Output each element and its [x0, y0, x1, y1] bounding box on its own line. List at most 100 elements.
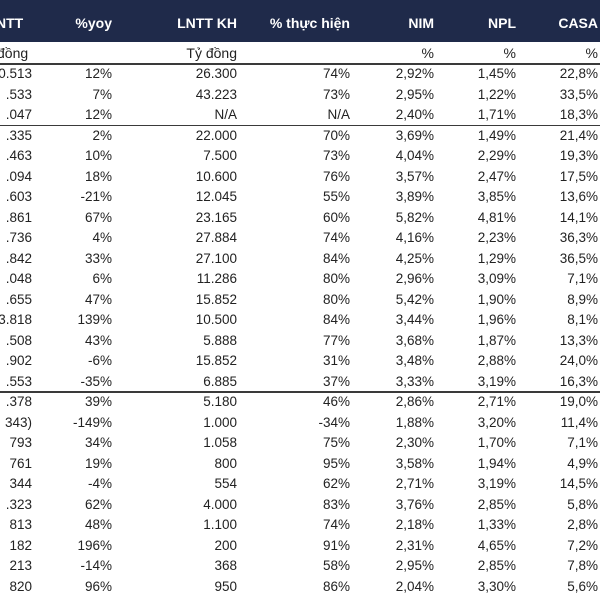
- cell-casa: 7,1%: [567, 271, 598, 286]
- unit-nim: %: [421, 45, 434, 61]
- table-row: 182 196% 200 91% 2,31% 4,65% 7,2%: [0, 536, 600, 557]
- cell-yoy: 18%: [84, 168, 112, 184]
- cell-lntt-kh: 6.885: [203, 373, 237, 389]
- cell-thuc-hien: 46%: [322, 394, 350, 409]
- cell-lntt: .047: [5, 107, 32, 122]
- cell-yoy: 139%: [77, 312, 112, 327]
- cell-lntt: .533: [5, 86, 32, 102]
- table-row: 793 34% 1.058 75% 2,30% 1,70% 7,1%: [0, 433, 600, 454]
- cell-lntt: 182: [9, 537, 32, 553]
- cell-nim: 2,31%: [395, 537, 434, 553]
- cell-thuc-hien: 74%: [322, 66, 350, 81]
- cell-lntt: 344: [9, 476, 32, 491]
- cell-thuc-hien: 84%: [322, 250, 350, 266]
- cell-nim: 3,76%: [395, 496, 434, 512]
- cell-casa: 11,4%: [560, 414, 598, 430]
- cell-lntt: 793: [9, 435, 32, 450]
- cell-nim: 2,95%: [395, 86, 434, 102]
- cell-casa: 2,8%: [567, 517, 598, 532]
- cell-lntt: .655: [5, 291, 32, 307]
- cell-yoy: 7%: [92, 86, 112, 102]
- cell-lntt-kh: 12.045: [195, 189, 237, 204]
- cell-casa: 8,1%: [567, 312, 598, 327]
- cell-casa: 16,3%: [559, 373, 598, 389]
- table-row: .553 -35% 6.885 37% 3,33% 3,19% 16,3%: [0, 372, 600, 393]
- group-divider: [0, 391, 600, 393]
- cell-lntt: 213: [9, 558, 32, 573]
- cell-nim: 2,71%: [395, 476, 434, 491]
- cell-nim: 3,69%: [395, 127, 434, 143]
- cell-lntt-kh: 7.500: [203, 148, 237, 163]
- table-row: .508 43% 5.888 77% 3,68% 1,87% 13,3%: [0, 331, 600, 352]
- table-row: .047 12% N/A N/A 2,40% 1,71% 18,3%: [0, 105, 600, 126]
- cell-yoy: 96%: [84, 578, 112, 594]
- cell-nim: 3,89%: [395, 189, 434, 204]
- cell-lntt-kh: 4.000: [203, 496, 237, 512]
- cell-lntt-kh: 10.500: [195, 312, 237, 327]
- cell-lntt: .603: [5, 189, 32, 204]
- table-row: .463 10% 7.500 73% 4,04% 2,29% 19,3%: [0, 146, 600, 167]
- cell-casa: 14,5%: [559, 476, 598, 491]
- cell-yoy: -21%: [80, 189, 112, 204]
- cell-yoy: -4%: [87, 476, 112, 491]
- cell-lntt: .553: [5, 373, 32, 389]
- cell-npl: 4,65%: [477, 537, 516, 553]
- cell-lntt-kh: 950: [214, 578, 237, 594]
- cell-nim: 2,96%: [395, 271, 434, 286]
- cell-lntt-kh: 27.100: [195, 250, 237, 266]
- cell-casa: 13,6%: [559, 189, 598, 204]
- cell-thuc-hien: 73%: [322, 148, 350, 163]
- cell-nim: 2,40%: [395, 107, 434, 122]
- cell-npl: 1,90%: [477, 291, 516, 307]
- cell-casa: 36,5%: [559, 250, 598, 266]
- group-divider: [0, 63, 600, 65]
- cell-casa: 33,5%: [559, 86, 598, 102]
- cell-npl: 2,88%: [477, 353, 516, 368]
- cell-npl: 2,47%: [477, 168, 516, 184]
- cell-casa: 17,5%: [559, 168, 598, 184]
- cell-npl: 3,19%: [477, 373, 516, 389]
- table-row: .902 -6% 15.852 31% 3,48% 2,88% 24,0%: [0, 351, 600, 372]
- col-header-lntt-kh: LNTT KH: [177, 15, 237, 31]
- cell-casa: 22,8%: [559, 66, 598, 81]
- cell-casa: 7,2%: [567, 537, 598, 553]
- cell-npl: 4,81%: [477, 209, 516, 225]
- table-row: 213 -14% 368 58% 2,95% 2,85% 7,8%: [0, 556, 600, 577]
- cell-npl: 3,85%: [477, 189, 516, 204]
- cell-yoy: 2%: [92, 127, 112, 143]
- cell-casa: 5,6%: [567, 578, 598, 594]
- cell-nim: 3,57%: [395, 168, 434, 184]
- cell-casa: 19,3%: [559, 148, 598, 163]
- cell-nim: 4,16%: [395, 230, 434, 245]
- cell-lntt: 0.513: [0, 66, 32, 81]
- cell-yoy: 19%: [84, 455, 112, 471]
- cell-thuc-hien: 83%: [322, 496, 350, 512]
- cell-npl: 2,23%: [477, 230, 516, 245]
- cell-lntt: .378: [5, 394, 32, 409]
- col-header-npl: NPL: [488, 15, 516, 31]
- cell-nim: 2,04%: [395, 578, 434, 594]
- table-row: .048 6% 11.286 80% 2,96% 3,09% 7,1%: [0, 269, 600, 290]
- cell-npl: 1,94%: [477, 455, 516, 471]
- cell-thuc-hien: N/A: [327, 107, 350, 122]
- cell-thuc-hien: 77%: [322, 332, 350, 348]
- cell-npl: 1,96%: [477, 312, 516, 327]
- cell-thuc-hien: 58%: [322, 558, 350, 573]
- table-row: 813 48% 1.100 74% 2,18% 1,33% 2,8%: [0, 515, 600, 536]
- cell-lntt: .736: [5, 230, 32, 245]
- cell-npl: 2,29%: [477, 148, 516, 163]
- cell-yoy: 196%: [77, 537, 112, 553]
- cell-lntt: .463: [5, 148, 32, 163]
- cell-thuc-hien: -34%: [318, 414, 350, 430]
- cell-yoy: 33%: [84, 250, 112, 266]
- cell-lntt: .335: [5, 127, 32, 143]
- cell-lntt: 761: [9, 455, 32, 471]
- cell-lntt-kh: 1.000: [203, 414, 237, 430]
- table-row: 0.513 12% 26.300 74% 2,92% 1,45% 22,8%: [0, 64, 600, 85]
- cell-yoy: 12%: [84, 66, 112, 81]
- cell-npl: 3,20%: [477, 414, 516, 430]
- cell-thuc-hien: 73%: [322, 86, 350, 102]
- cell-thuc-hien: 75%: [322, 435, 350, 450]
- col-header-lntt: NTT: [0, 15, 24, 31]
- cell-yoy: 39%: [84, 394, 112, 409]
